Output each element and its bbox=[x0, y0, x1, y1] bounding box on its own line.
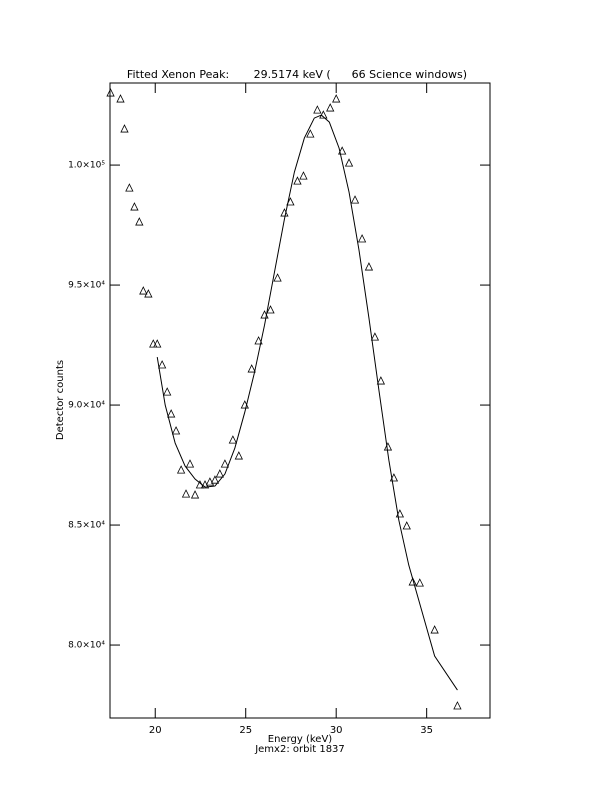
data-point bbox=[234, 451, 243, 460]
data-point bbox=[299, 171, 308, 180]
data-point bbox=[144, 289, 153, 298]
data-point bbox=[228, 435, 238, 444]
data-point bbox=[205, 477, 215, 486]
data-point bbox=[350, 195, 360, 204]
data-point bbox=[364, 262, 374, 271]
data-point bbox=[383, 442, 393, 451]
data-point bbox=[139, 286, 148, 295]
data-point bbox=[220, 459, 230, 468]
x-tick-label: 25 bbox=[239, 725, 252, 736]
data-point bbox=[125, 183, 134, 192]
data-point bbox=[247, 364, 256, 373]
plot-frame bbox=[109, 82, 491, 719]
data-point bbox=[190, 490, 200, 499]
data-point bbox=[326, 103, 335, 112]
data-point bbox=[344, 158, 354, 167]
y-tick-label: 1.0×10⁵ bbox=[68, 161, 105, 171]
data-point bbox=[171, 426, 181, 435]
data-point bbox=[313, 105, 322, 114]
chart-title: Fitted Xenon Peak: 29.5174 keV ( 66 Scie… bbox=[127, 68, 467, 81]
data-point bbox=[176, 465, 186, 474]
fit-line bbox=[156, 114, 458, 691]
data-point bbox=[357, 234, 367, 243]
data-point bbox=[293, 176, 302, 185]
data-point bbox=[130, 202, 139, 211]
data-point bbox=[120, 124, 129, 133]
x-tick-label: 35 bbox=[420, 725, 433, 736]
data-point bbox=[181, 489, 191, 498]
y-tick-label: 9.5×10⁴ bbox=[68, 281, 105, 291]
data-point bbox=[153, 339, 162, 348]
data-point bbox=[157, 360, 167, 369]
data-point bbox=[273, 273, 282, 282]
y-tick-label: 8.0×10⁴ bbox=[68, 641, 105, 651]
data-point bbox=[376, 376, 386, 385]
x-tick-label: 30 bbox=[330, 725, 343, 736]
data-point bbox=[453, 701, 462, 710]
data-point bbox=[163, 387, 172, 396]
subtitle: Jemx2: orbit 1837 bbox=[254, 744, 345, 755]
data-point bbox=[106, 88, 115, 97]
data-point bbox=[266, 305, 275, 314]
data-point bbox=[185, 459, 195, 468]
data-point bbox=[430, 625, 439, 634]
data-point bbox=[254, 336, 263, 345]
x-axis-label: Energy (keV) bbox=[268, 734, 333, 745]
y-axis-label: Detector counts bbox=[55, 360, 66, 440]
data-point bbox=[415, 578, 424, 587]
data-point bbox=[370, 332, 380, 341]
data-point bbox=[149, 339, 158, 348]
data-point bbox=[210, 475, 220, 484]
y-tick-label: 9.0×10⁴ bbox=[68, 401, 105, 411]
data-point bbox=[306, 129, 315, 138]
data-point bbox=[116, 94, 125, 103]
data-point bbox=[167, 409, 176, 418]
data-point bbox=[338, 146, 347, 155]
data-point bbox=[408, 577, 417, 586]
data-point bbox=[332, 94, 341, 103]
data-point bbox=[402, 521, 411, 530]
data-point bbox=[135, 217, 144, 226]
x-tick-label: 20 bbox=[149, 725, 162, 736]
data-point bbox=[215, 469, 224, 478]
y-tick-label: 8.5×10⁴ bbox=[68, 521, 105, 531]
